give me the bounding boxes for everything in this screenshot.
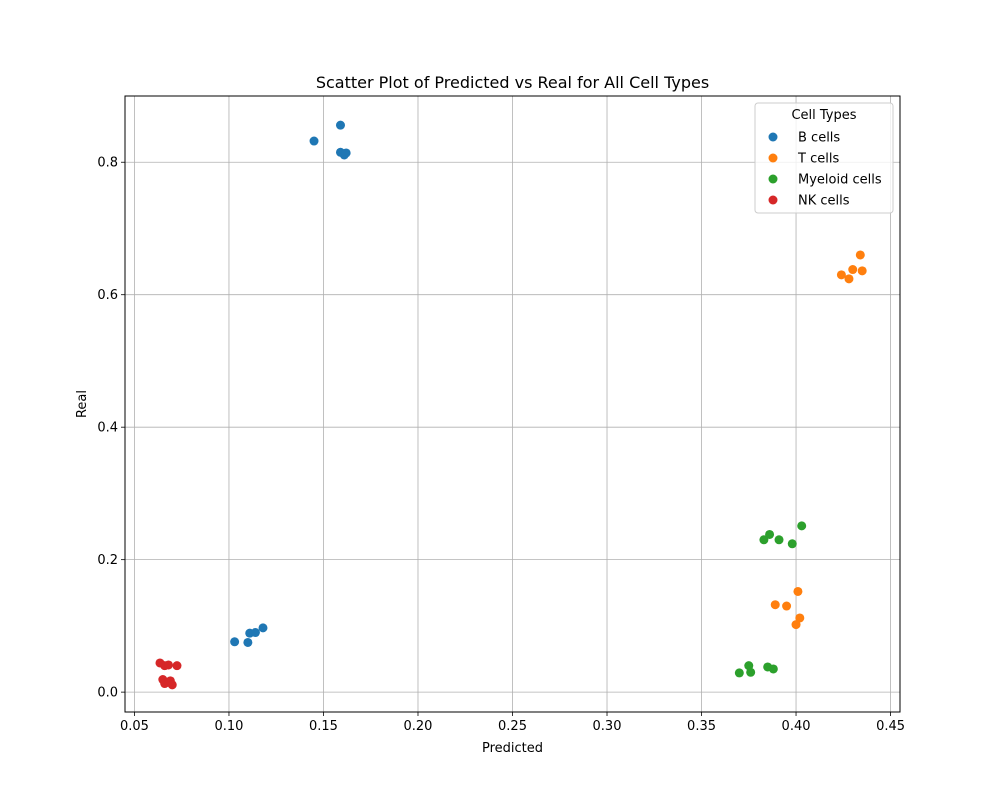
- data-point: [759, 535, 769, 545]
- x-tick-label: 0.30: [593, 719, 622, 734]
- series-b-cells: [230, 120, 351, 647]
- x-axis-label: Predicted: [482, 741, 543, 756]
- y-tick-label: 0.4: [97, 421, 118, 436]
- legend-marker: [768, 153, 778, 163]
- legend-title: Cell Types: [791, 108, 856, 123]
- x-tick-label: 0.05: [120, 719, 149, 734]
- data-point: [768, 664, 778, 674]
- data-point: [787, 539, 797, 549]
- legend-marker: [768, 195, 778, 205]
- data-point: [163, 660, 173, 670]
- x-axis-ticks: 0.05 0.10 0.15 0.20 0.25 0.30 0.35 0.40 0.45: [120, 712, 905, 734]
- x-tick-label: 0.40: [782, 719, 811, 734]
- series-t-cells: [770, 250, 867, 630]
- data-point: [765, 529, 775, 539]
- data-point: [258, 623, 268, 633]
- legend-label: T cells: [797, 152, 839, 167]
- data-point: [797, 521, 807, 531]
- data-point: [848, 265, 858, 275]
- data-point: [857, 266, 867, 276]
- x-tick-label: 0.25: [498, 719, 527, 734]
- legend-marker: [768, 174, 778, 184]
- series-nk-cells: [155, 658, 182, 690]
- data-point: [844, 274, 854, 284]
- data-point: [793, 586, 803, 596]
- data-point: [167, 680, 177, 690]
- y-axis-label: Real: [75, 390, 90, 418]
- data-point: [782, 601, 792, 611]
- x-tick-label: 0.45: [876, 719, 905, 734]
- x-tick-label: 0.15: [309, 719, 338, 734]
- y-axis-ticks: 0.0 0.2 0.4 0.6 0.8: [97, 156, 125, 701]
- y-tick-label: 0.0: [97, 686, 118, 701]
- data-point: [335, 120, 345, 130]
- data-point: [309, 136, 319, 146]
- legend: Cell Types B cells T cells Myeloid cells NK…: [754, 102, 894, 214]
- legend-box: [754, 102, 894, 214]
- data-point: [341, 148, 351, 158]
- data-points: [155, 120, 867, 690]
- series-myeloid-cells: [734, 521, 807, 678]
- data-point: [243, 637, 253, 647]
- y-tick-label: 0.6: [97, 288, 118, 303]
- data-point: [791, 620, 801, 630]
- y-tick-label: 0.2: [97, 553, 118, 568]
- data-point: [855, 250, 865, 260]
- y-tick-label: 0.8: [97, 156, 118, 171]
- data-point: [836, 270, 846, 280]
- data-point: [250, 628, 260, 638]
- legend-label: NK cells: [798, 194, 850, 209]
- legend-label: B cells: [798, 131, 840, 146]
- x-tick-label: 0.20: [404, 719, 433, 734]
- x-tick-label: 0.10: [214, 719, 243, 734]
- legend-label: Myeloid cells: [798, 173, 882, 188]
- data-point: [795, 613, 805, 623]
- data-point: [230, 637, 240, 647]
- data-point: [770, 600, 780, 610]
- legend-marker: [768, 132, 778, 142]
- data-point: [746, 667, 756, 677]
- data-point: [774, 535, 784, 545]
- chart-title: Scatter Plot of Predicted vs Real for Al…: [316, 73, 709, 92]
- data-point: [172, 661, 182, 671]
- x-tick-label: 0.35: [687, 719, 716, 734]
- data-point: [734, 668, 744, 678]
